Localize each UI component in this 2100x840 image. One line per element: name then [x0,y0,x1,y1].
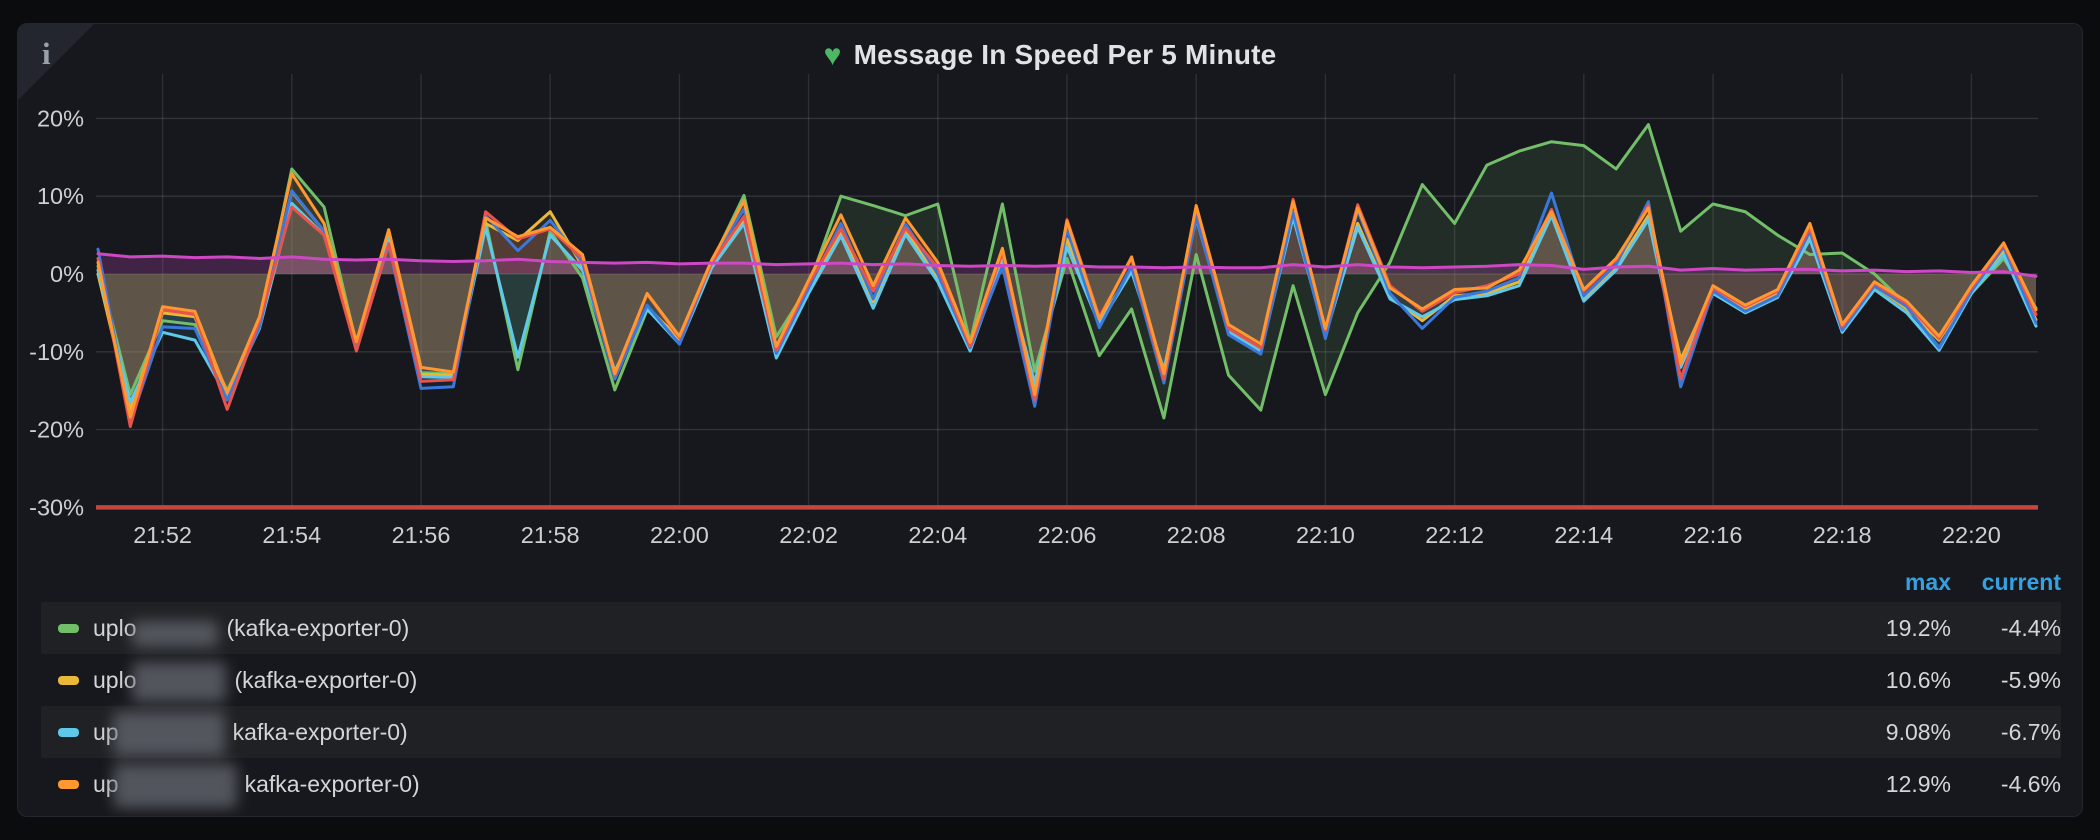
x-axis-label: 21:52 [133,522,192,548]
series-name-prefix: uplo [93,614,137,641]
legend-series-label[interactable]: uplo (kafka-exporter-0) [41,660,1781,702]
heart-icon: ♥ [823,39,842,72]
series-swatch[interactable] [58,779,79,789]
timeseries-panel: i ♥ Message In Speed Per 5 Minute 20% 10% 0… [17,23,2083,817]
series-area-blue [98,190,2036,422]
series-name-prefix: uplo [93,666,137,693]
x-axis-label: 22:08 [1167,522,1226,548]
x-axis-label: 22:14 [1554,522,1613,548]
panel-title-text: Message In Speed Per 5 Minute [853,39,1277,70]
series-max-value: 19.2% [1885,614,1951,641]
series-name-suffix: kafka-exporter-0) [244,770,420,797]
x-axis-label: 22:16 [1684,522,1743,548]
legend-row: uplo (kafka-exporter-0) 19.2% -4.4% [41,602,2061,654]
series-area-red [98,199,2036,427]
redacted-text [132,662,227,702]
series-area-cyan [98,203,2036,403]
y-axis-label: 20% [37,105,84,131]
x-axis-label: 22:06 [1038,522,1097,548]
series-line-magenta [96,252,2038,278]
series-name-suffix: (kafka-exporter-0) [234,666,418,693]
x-axis-label: 22:12 [1425,522,1484,548]
x-axis-label: 21:56 [392,522,451,548]
redacted-text [112,712,225,756]
series-line-orange [96,172,2038,419]
x-axis-label: 21:58 [521,522,580,548]
y-axis-label: -20% [29,417,84,443]
info-icon[interactable]: i [42,36,51,71]
redacted-text [132,621,219,647]
legend-row: up kafka-exporter-0) 9.08% -6.7% [41,706,2061,758]
series-max-value: 9.08% [1885,718,1951,745]
series-max-value: 12.9% [1885,770,1951,797]
x-axis-label: 22:18 [1813,522,1872,548]
legend-series-label[interactable]: uplo (kafka-exporter-0) [41,614,1781,647]
series-swatch[interactable] [58,675,79,685]
series-current-value: -4.6% [2000,770,2061,797]
legend-series-label[interactable]: up kafka-exporter-0) [41,762,1781,808]
panel-info-corner [18,24,94,100]
y-axis-label: -30% [29,494,84,520]
y-axis-label: 0% [50,261,84,287]
x-axis-label: 21:54 [262,522,321,548]
redacted-text [112,764,237,808]
series-area-yellow [98,191,2036,411]
y-axis-label: 10% [37,183,84,209]
series-area-orange [98,173,2036,418]
x-axis-label: 22:00 [650,522,709,548]
legend-row: uplo (kafka-exporter-0) 10.6% -5.9% [41,654,2061,706]
legend-series-label[interactable]: up kafka-exporter-0) [41,710,1781,756]
series-name-suffix: kafka-exporter-0) [232,718,408,745]
timeseries-chart[interactable]: 20% 10% 0% -10% -20% -30% 21:52 21:54 21:56 21:58… [18,24,2083,817]
series-max-value: 10.6% [1885,666,1951,693]
series-current-value: -5.9% [2000,666,2061,693]
x-axis-label: 22:20 [1942,522,2001,548]
series-current-value: -6.7% [2000,718,2061,745]
panel-title[interactable]: ♥ Message In Speed Per 5 Minute [18,39,2082,73]
series-swatch[interactable] [58,727,79,737]
y-axis-label: -10% [29,339,84,365]
x-axis-label: 22:10 [1296,522,1355,548]
series-name-suffix: (kafka-exporter-0) [226,614,410,641]
x-axis-label: 22:02 [779,522,838,548]
legend-column-max[interactable]: max [1904,568,1951,595]
legend-row: up kafka-exporter-0) 12.9% -4.6% [41,758,2061,810]
x-axis-label: 22:04 [908,522,967,548]
legend: max current uplo (kafka-exporter-0) 19.2… [41,562,2061,810]
series-swatch[interactable] [58,623,79,633]
legend-header: max current [41,562,2061,602]
legend-column-current[interactable]: current [1981,568,2061,595]
series-current-value: -4.4% [2000,614,2061,641]
